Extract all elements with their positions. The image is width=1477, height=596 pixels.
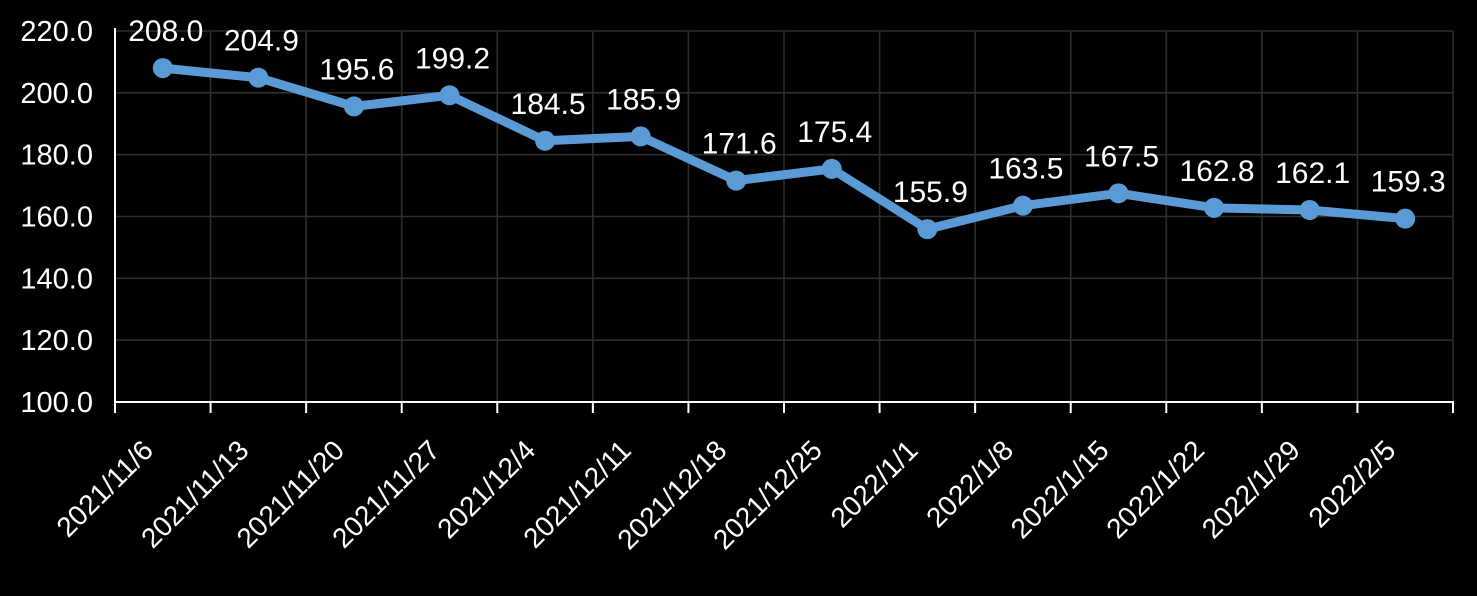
data-label: 163.5 (988, 153, 1063, 186)
data-point-marker (726, 170, 747, 191)
data-point-marker (917, 219, 938, 240)
data-label: 195.6 (319, 53, 394, 86)
data-point-marker (1204, 197, 1225, 218)
data-label: 185.9 (606, 83, 681, 116)
series-line (158, 63, 1410, 234)
y-tick-label: 160.0 (20, 202, 93, 234)
data-point-marker (1299, 200, 1320, 221)
data-point-marker (1108, 183, 1129, 204)
data-point-marker (1012, 195, 1033, 216)
data-point-marker (535, 130, 556, 151)
y-tick-label: 100.0 (20, 387, 93, 419)
data-label: 155.9 (893, 176, 968, 209)
data-label: 167.5 (1084, 140, 1159, 173)
data-label: 162.8 (1180, 155, 1255, 188)
data-point-marker (439, 85, 460, 106)
y-tick-label: 220.0 (20, 16, 93, 48)
data-point-marker (630, 126, 651, 147)
y-tick-label: 200.0 (20, 78, 93, 110)
data-label: 175.4 (797, 116, 872, 149)
data-label: 208.0 (128, 15, 203, 48)
data-label: 184.5 (511, 88, 586, 121)
data-point-marker (1395, 208, 1416, 229)
y-tick-label: 140.0 (20, 263, 93, 295)
y-tick-label: 180.0 (20, 140, 93, 172)
data-point-marker (343, 96, 364, 117)
data-point-marker (248, 67, 269, 88)
data-label: 159.3 (1371, 166, 1446, 199)
y-tick-label: 120.0 (20, 325, 93, 357)
data-point-marker (152, 58, 173, 79)
data-label: 204.9 (224, 25, 299, 58)
data-point-marker (821, 158, 842, 179)
data-label: 171.6 (702, 128, 777, 161)
data-label: 162.1 (1275, 157, 1350, 190)
data-label: 199.2 (415, 42, 490, 75)
